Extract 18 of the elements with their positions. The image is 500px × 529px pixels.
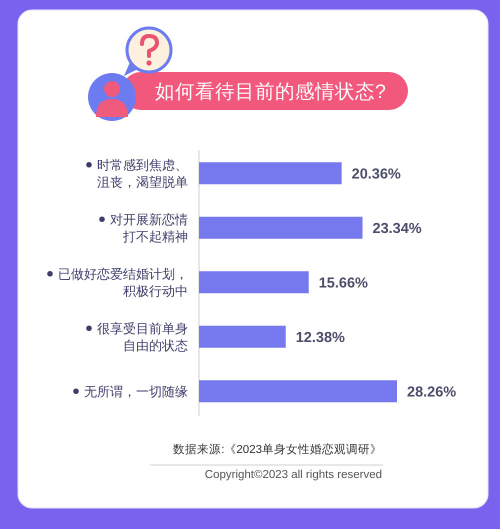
y-tick-label: 已做好恋爱结婚计划，积极行动中 (58, 266, 188, 298)
y-tick-label: 对开展新恋情打不起精神 (110, 212, 188, 244)
data-label: 23.34% (372, 220, 422, 237)
y-tick-label: 时常感到焦虑、沮丧，渴望脱单 (97, 157, 188, 190)
data-label: 28.26% (407, 384, 456, 400)
data-label: 12.38% (296, 330, 346, 346)
bar (199, 271, 309, 294)
data-label: 20.36% (352, 166, 401, 182)
text: Copyright©2023 all rights reserved (204, 469, 382, 481)
y-tick-label: 无所谓，一切随缘 (84, 384, 188, 399)
bar (199, 380, 397, 402)
source-note: 数据来源:《2023单身女性婚恋观调研》 (173, 442, 382, 456)
data-label: 15.66% (318, 275, 368, 292)
bar (199, 162, 342, 184)
y-tick-label: 很享受目前单身自由的状态 (97, 320, 188, 353)
chart-title: 如何看待目前的感情状态? (155, 81, 386, 103)
bar (199, 216, 363, 239)
bar (199, 326, 286, 348)
